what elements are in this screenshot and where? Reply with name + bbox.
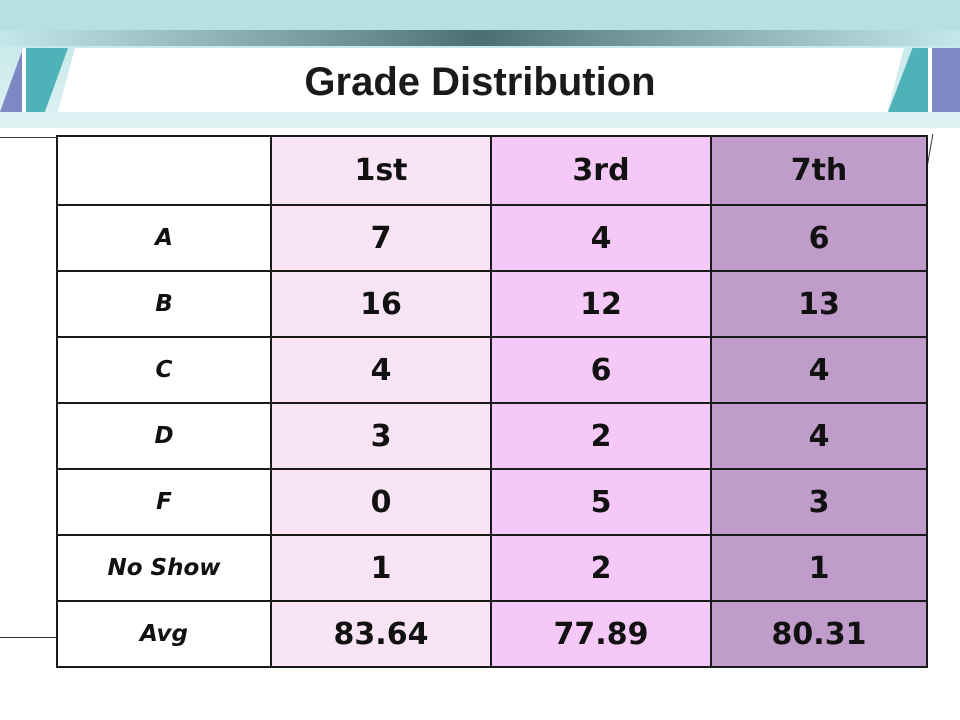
table-row-c: C 4 6 4 [56, 336, 928, 404]
table-cell: 2 [490, 534, 712, 602]
table-row-b: B 16 12 13 [56, 270, 928, 338]
table-cell: 3 [270, 402, 492, 470]
page-title: Grade Distribution [304, 60, 656, 104]
header-corner-cell [56, 135, 272, 206]
table-cell: 4 [490, 204, 712, 272]
left-guide-line-top [0, 137, 60, 138]
table-row-no-show: No Show 1 2 1 [56, 534, 928, 602]
table-cell: 7 [270, 204, 492, 272]
table-cell: 0 [270, 468, 492, 536]
table-cell: 4 [710, 402, 928, 470]
grade-distribution-table: 1st 3rd 7th A 7 4 6 B 16 12 13 C 4 6 4 D… [56, 135, 928, 668]
table-cell: 80.31 [710, 600, 928, 668]
table-cell: 83.64 [270, 600, 492, 668]
table-row-a: A 7 4 6 [56, 204, 928, 272]
table-cell: 3 [710, 468, 928, 536]
row-label: B [56, 270, 272, 338]
table-cell: 4 [710, 336, 928, 404]
table-cell: 6 [490, 336, 712, 404]
row-label: C [56, 336, 272, 404]
left-guide-line-bottom [0, 637, 60, 638]
table-header-row: 1st 3rd 7th [56, 135, 928, 206]
table-cell: 13 [710, 270, 928, 338]
table-cell: 5 [490, 468, 712, 536]
row-label: A [56, 204, 272, 272]
table-cell: 2 [490, 402, 712, 470]
column-header-1st: 1st [270, 135, 492, 206]
row-label: Avg [56, 600, 272, 668]
table-cell: 77.89 [490, 600, 712, 668]
table-cell: 6 [710, 204, 928, 272]
table-row-f: F 0 5 3 [56, 468, 928, 536]
table-row-avg: Avg 83.64 77.89 80.31 [56, 600, 928, 668]
table-cell: 16 [270, 270, 492, 338]
table-cell: 4 [270, 336, 492, 404]
table-cell: 1 [710, 534, 928, 602]
table-cell: 1 [270, 534, 492, 602]
row-label: F [56, 468, 272, 536]
column-header-3rd: 3rd [490, 135, 712, 206]
row-label: D [56, 402, 272, 470]
column-header-7th: 7th [710, 135, 928, 206]
row-label: No Show [56, 534, 272, 602]
header-gradient-rule [0, 30, 960, 46]
table-cell: 12 [490, 270, 712, 338]
table-row-d: D 3 2 4 [56, 402, 928, 470]
title-panel [58, 48, 904, 112]
